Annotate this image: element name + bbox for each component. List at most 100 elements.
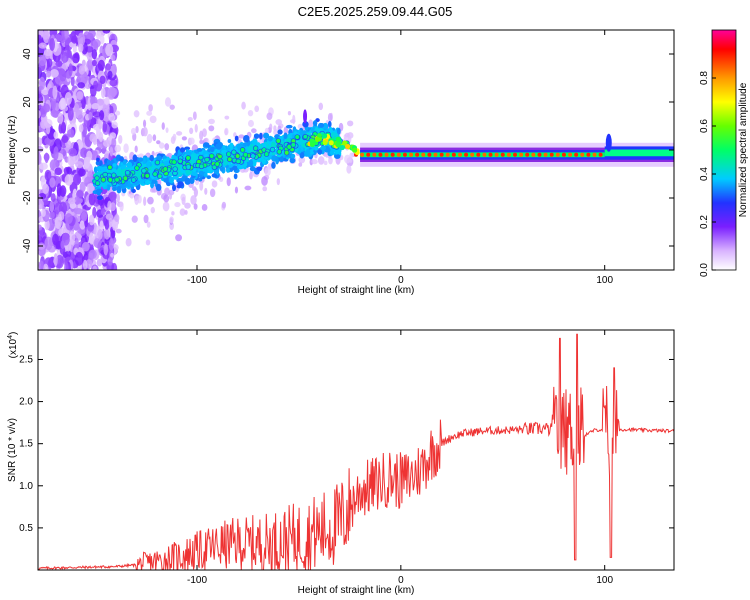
spectrogram-blob: [181, 136, 187, 141]
spectrogram-blob: [165, 127, 169, 133]
spectrogram-peak: [531, 152, 536, 157]
spectrogram-blob: [317, 156, 325, 165]
spectrogram-blob: [276, 178, 280, 186]
spectrogram-blob: [305, 148, 311, 156]
spectrogram-blob: [298, 156, 306, 164]
snr-y-multiplier-base: (x10: [8, 338, 19, 358]
spectrogram-blob: [46, 58, 53, 68]
spectrogram-blob: [49, 201, 55, 213]
spectrogram-blob: [203, 137, 208, 143]
spectrogram-blob: [199, 139, 204, 144]
spectrogram-blob: [143, 214, 149, 224]
spectrogram-blob: [191, 171, 198, 177]
spectrogram-blob: [211, 180, 218, 188]
spectrogram-blob: [208, 125, 215, 132]
spectrogram-blob: [308, 119, 314, 128]
spectrogram-peak: [185, 155, 191, 161]
spectrogram-blob: [114, 144, 122, 153]
spectrogram-blob: [119, 201, 124, 212]
spectrogram-blob: [193, 188, 198, 197]
spectrogram-blob: [42, 30, 50, 44]
spectrogram-blob: [108, 112, 116, 122]
page-title: C2E5.2025.259.09.44.G05: [297, 4, 453, 19]
spectrogram-blob: [110, 54, 116, 62]
spectrogram-blob: [55, 60, 63, 67]
y-tick-label: 0.5: [19, 523, 33, 534]
spectrogram-blob: [161, 122, 165, 130]
spectrogram-peak: [250, 153, 256, 159]
snr-y-ticks: 0.5 1.0 1.5 2.0 2.5: [19, 354, 674, 534]
spectrogram-blob: [112, 223, 117, 231]
spectrogram-blob: [38, 54, 47, 67]
spectrogram-blob: [129, 192, 135, 199]
spectrogram-blob: [122, 159, 127, 165]
spectrogram-blob: [344, 154, 351, 164]
spectrogram-blob: [88, 192, 96, 206]
spectrogram-peak: [451, 152, 456, 157]
spectrogram-blob: [175, 234, 183, 242]
snr-y-axis-label: SNR (10 * v/v): [7, 418, 18, 482]
spectrogram-blob: [248, 159, 254, 167]
spectrogram-blob: [92, 111, 102, 118]
spectrogram-peak: [415, 152, 420, 157]
spectrogram-blob: [130, 127, 137, 135]
spectrogram-blob: [60, 121, 67, 134]
spectrogram-blob: [227, 139, 232, 144]
spectrogram-peak: [111, 172, 117, 178]
spectrogram-blob: [320, 145, 327, 151]
spectrogram-blob: [116, 193, 120, 203]
spectrogram-peak: [351, 147, 358, 153]
spectrogram-heatmap: [38, 30, 674, 270]
spectrogram-blob: [44, 152, 49, 164]
spectrogram-peak: [555, 152, 560, 157]
y-tick-label: 40: [22, 48, 33, 60]
spectrogram-blob: [238, 134, 245, 139]
spectrogram-peak: [409, 152, 414, 157]
spectrogram-blob: [64, 92, 72, 106]
spectrogram-blob: [145, 239, 151, 246]
spectrogram-peak: [433, 152, 438, 157]
spectrogram-blob: [57, 112, 64, 124]
spectrogram-peak: [314, 136, 321, 142]
colorbar-tick-label: 0.4: [699, 167, 710, 181]
spectrogram-blob: [42, 183, 50, 195]
spectrogram-peak: [384, 152, 389, 157]
spectrogram-blob: [241, 101, 246, 110]
spectrogram-blob: [91, 49, 98, 60]
spectrogram-blob: [88, 214, 95, 226]
spectrogram-peak: [252, 145, 259, 151]
colorbar-tick-label: 0.2: [699, 215, 710, 229]
spectrogram-blob: [227, 161, 232, 166]
spectrogram-blob: [179, 208, 186, 216]
spectrogram-blob: [109, 146, 114, 157]
spectrogram-blob: [44, 236, 53, 251]
y-tick-label: 2.5: [19, 354, 33, 365]
spectrogram-peak: [302, 133, 309, 140]
spectrogram-blob: [309, 148, 315, 155]
spectrogram-blob: [38, 224, 43, 232]
spectrogram-blob: [54, 167, 62, 176]
spectrogram-blob: [232, 165, 238, 171]
spectrogram-blob: [60, 97, 67, 110]
spectrogram-blob: [169, 216, 174, 224]
spectrogram-peak: [141, 168, 147, 174]
spectrogram-peak: [427, 152, 432, 157]
spectrogram-blob: [234, 186, 239, 194]
spectrogram-blob: [92, 206, 97, 219]
spectrogram-blob: [96, 195, 103, 201]
spectrogram-blob: [170, 136, 176, 145]
spectrogram-blob: [285, 124, 293, 129]
spectrogram-blob: [45, 70, 52, 78]
spectrogram-peak: [390, 152, 395, 157]
spectrogram-blob: [334, 154, 341, 159]
spectrogram-peak: [152, 171, 158, 177]
spectrogram-blob: [64, 261, 69, 270]
spectrogram-blob: [134, 195, 139, 206]
spectrogram-blob: [91, 59, 97, 67]
spectrogram-blob: [194, 123, 198, 133]
spectrogram-blob: [271, 161, 276, 169]
spectrogram-blob: [83, 156, 91, 169]
spectrogram-blob: [169, 176, 174, 184]
spectrogram-blob: [44, 219, 50, 231]
spectrogram-blob: [336, 127, 341, 135]
